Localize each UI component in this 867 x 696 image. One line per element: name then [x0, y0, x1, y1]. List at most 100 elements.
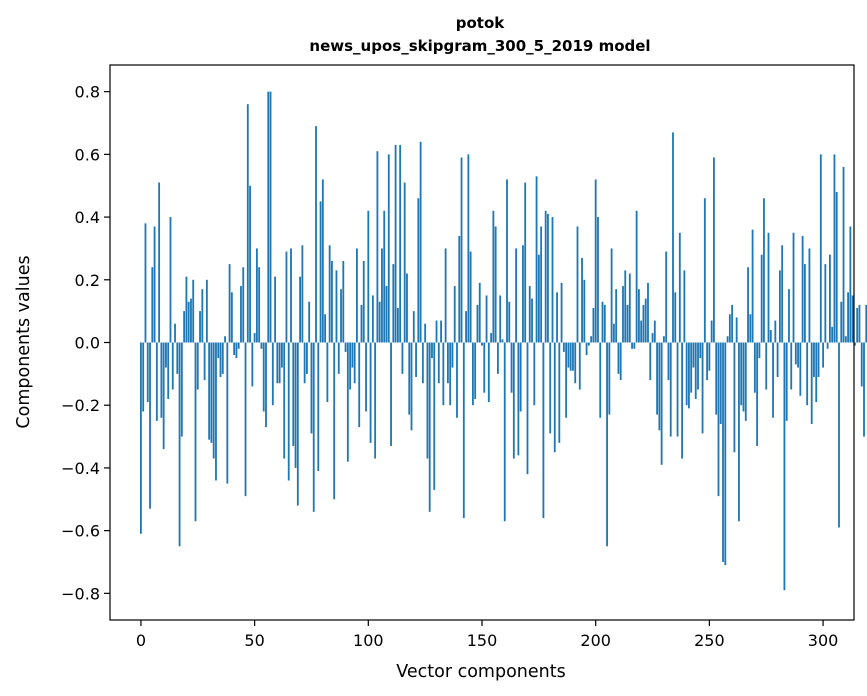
bar	[394, 144, 397, 343]
bar	[672, 132, 674, 343]
bar	[601, 301, 604, 343]
bar	[385, 286, 388, 343]
bar	[551, 217, 554, 343]
bar	[624, 270, 627, 343]
bar	[735, 317, 738, 343]
bar	[217, 342, 220, 359]
bar	[851, 295, 854, 343]
bar	[767, 232, 770, 343]
bar	[190, 298, 192, 343]
bar	[199, 311, 201, 343]
bar	[569, 342, 572, 371]
bar	[490, 333, 493, 343]
bar	[847, 292, 849, 343]
bar	[815, 342, 818, 403]
bar	[537, 254, 540, 343]
bar	[253, 333, 256, 343]
bar	[558, 342, 561, 443]
bar	[706, 342, 709, 381]
bar	[860, 342, 863, 387]
bar	[740, 342, 743, 406]
bar	[606, 342, 608, 547]
bar	[674, 292, 677, 343]
bar	[592, 308, 595, 343]
bar	[772, 342, 774, 418]
bar	[637, 289, 640, 343]
bar	[594, 179, 597, 343]
bar	[419, 141, 422, 343]
bar	[663, 336, 665, 343]
y-tick-label: −0.4	[61, 459, 100, 478]
bar	[610, 248, 613, 343]
bar	[510, 342, 513, 393]
bar	[597, 217, 599, 343]
bar	[713, 157, 715, 343]
chart-title-line1: potok	[456, 14, 506, 32]
bar	[512, 342, 515, 459]
bar	[376, 151, 379, 343]
bar	[415, 342, 417, 377]
bar	[280, 342, 283, 368]
bar	[146, 342, 149, 403]
bar	[251, 342, 254, 387]
bar	[303, 342, 306, 384]
bar	[690, 342, 693, 393]
bar	[781, 245, 784, 343]
y-tick-label: −0.8	[61, 584, 100, 603]
bar	[792, 232, 795, 343]
bar	[744, 342, 747, 421]
bar	[274, 276, 276, 343]
bar	[228, 264, 231, 343]
bar	[201, 289, 204, 343]
bar	[249, 185, 251, 343]
bar	[417, 198, 420, 343]
bar	[446, 342, 449, 384]
bar	[269, 91, 272, 343]
bar	[326, 342, 329, 403]
bar	[392, 264, 395, 343]
bar	[710, 320, 713, 343]
bar	[783, 342, 786, 591]
bar	[801, 235, 804, 343]
bar	[726, 336, 729, 343]
bar	[449, 342, 452, 406]
bar	[765, 342, 768, 390]
bar	[465, 311, 467, 343]
bar	[319, 201, 322, 343]
bar	[747, 267, 749, 343]
bar	[226, 342, 229, 484]
bar	[590, 336, 593, 343]
bar	[506, 179, 508, 343]
bar	[501, 339, 504, 343]
chart-title-line2: news_upos_skipgram_300_5_2019 model	[309, 37, 650, 55]
bar	[167, 342, 170, 399]
bar	[760, 254, 763, 343]
bar	[458, 235, 461, 343]
bar	[335, 270, 338, 343]
bar	[153, 226, 156, 343]
bar	[165, 342, 167, 368]
bar	[778, 270, 781, 343]
bar	[697, 342, 699, 390]
bar	[628, 273, 631, 343]
bar	[808, 248, 811, 343]
bar	[865, 304, 867, 343]
bar	[401, 342, 404, 374]
bar	[651, 333, 654, 343]
bar	[399, 144, 402, 343]
bar	[308, 301, 311, 343]
bar	[317, 342, 320, 472]
bar	[187, 301, 190, 343]
bar	[619, 342, 622, 381]
bar	[424, 323, 427, 343]
bar	[242, 267, 245, 343]
bar	[842, 166, 845, 343]
bar	[676, 342, 679, 437]
bar	[660, 342, 663, 465]
bar	[396, 308, 399, 343]
bar	[235, 342, 238, 359]
bar	[719, 342, 722, 425]
bar	[276, 342, 279, 384]
bar	[444, 248, 447, 343]
bar	[255, 248, 258, 343]
